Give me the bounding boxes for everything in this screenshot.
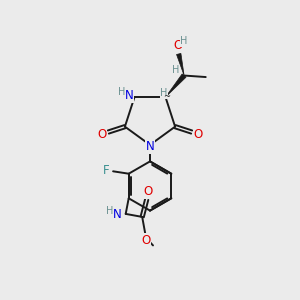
Text: O: O <box>173 39 182 52</box>
Text: N: N <box>125 89 134 102</box>
Text: N: N <box>146 140 154 153</box>
Text: F: F <box>103 164 110 177</box>
Text: H: H <box>118 87 126 97</box>
Text: O: O <box>98 128 107 141</box>
Text: O: O <box>142 234 151 247</box>
Text: H: H <box>172 65 179 75</box>
Text: O: O <box>144 185 153 198</box>
Polygon shape <box>176 53 184 76</box>
Text: O: O <box>193 128 203 141</box>
Text: N: N <box>113 208 122 221</box>
Text: ~: ~ <box>163 92 170 101</box>
Text: H: H <box>180 36 188 46</box>
Text: H: H <box>160 88 168 98</box>
Text: H: H <box>106 206 114 216</box>
Polygon shape <box>166 74 186 97</box>
